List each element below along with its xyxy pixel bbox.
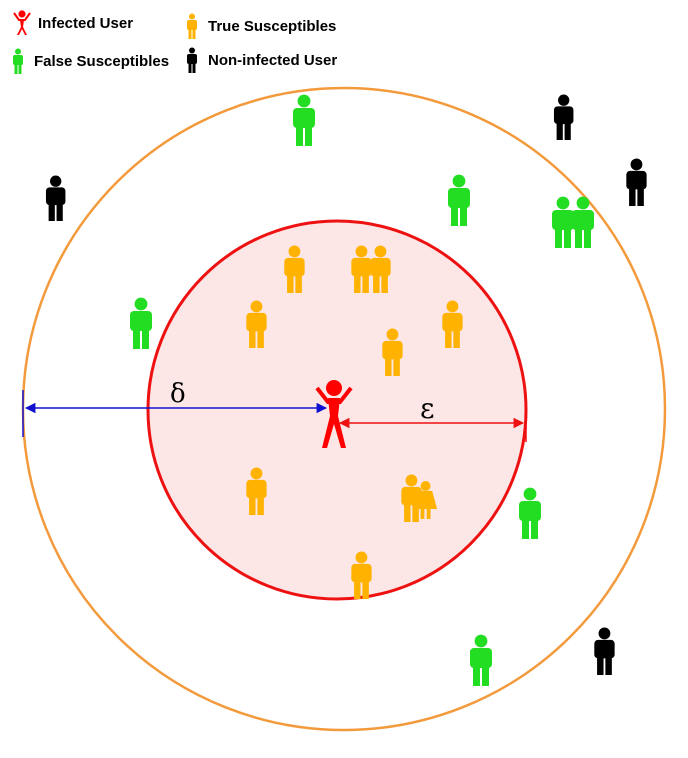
epsilon-label: ε	[420, 392, 435, 425]
non-infected-person-icon	[626, 158, 647, 206]
true-susceptible-person-icon	[370, 245, 391, 293]
person-icon	[187, 13, 197, 39]
true-susceptible-person-icon	[442, 300, 463, 348]
legend-item-false-susceptible: False Susceptibles	[8, 48, 169, 74]
false-susceptible-person-icon	[552, 196, 574, 248]
legend-item-infected: Infected User	[12, 10, 133, 36]
person-icon	[187, 47, 197, 73]
people-layer	[45, 94, 647, 686]
false-susceptible-person-icon	[519, 487, 541, 539]
true-susceptible-person-icon	[351, 245, 372, 293]
true-susceptible-person-icon	[382, 328, 403, 376]
legend-item-true-susceptible: True Susceptibles	[182, 13, 336, 39]
person-icon	[13, 48, 23, 74]
non-infected-person-icon	[45, 175, 66, 221]
false-susceptible-person-icon	[293, 94, 315, 146]
non-infected-person-icon	[553, 94, 574, 140]
false-susceptible-person-icon	[448, 174, 470, 226]
delta-label: δ	[170, 379, 186, 409]
legend: Infected User True Susceptibles False Su…	[0, 0, 688, 80]
false-susceptible-person-icon	[470, 634, 492, 686]
true-susceptible-person-icon	[351, 551, 372, 599]
infected-person-icon	[315, 380, 353, 448]
legend-label-false-susceptible: False Susceptibles	[34, 52, 170, 70]
true-susceptible-person-icon	[246, 300, 267, 348]
true-susceptible-person-icon	[284, 245, 305, 293]
legend-label-infected: Infected User	[38, 14, 134, 32]
legend-item-non-infected: Non-infected User	[182, 47, 337, 73]
non-infected-person-icon	[594, 627, 615, 675]
infected-person-icon	[13, 10, 31, 35]
legend-label-non-infected: Non-infected User	[208, 51, 338, 69]
false-susceptible-person-icon	[572, 196, 594, 248]
legend-label-true-susceptible: True Susceptibles	[208, 17, 337, 35]
true-susceptible-person-icon	[246, 467, 267, 515]
true-susceptible-person-icon	[414, 481, 438, 519]
false-susceptible-person-icon	[130, 297, 152, 349]
